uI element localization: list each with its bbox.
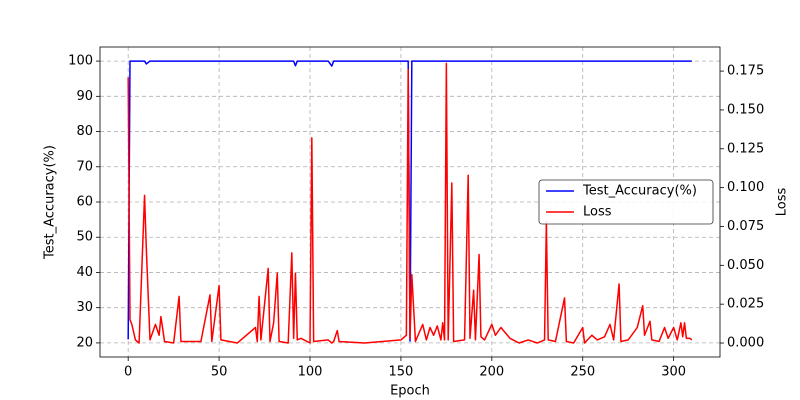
- y2-tick-label: 0.125: [727, 141, 764, 156]
- y-axis-label: Test_Accuracy(%): [43, 145, 58, 260]
- y-tick-label: 30: [76, 300, 93, 315]
- y-tick-label: 50: [76, 230, 93, 245]
- y2-tick-label: 0.050: [727, 258, 764, 273]
- y-tick-label: 60: [76, 195, 93, 210]
- y-tick-label: 20: [76, 335, 93, 350]
- y-tick-label: 40: [76, 265, 93, 280]
- y2-tick-label: 0.175: [727, 64, 764, 79]
- y2-axis-label: Loss: [775, 188, 790, 217]
- y-tick-label: 100: [68, 54, 93, 69]
- series-line: [127, 62, 693, 344]
- y-tick-label: 70: [76, 159, 93, 174]
- x-tick-label: 0: [124, 365, 132, 380]
- y2-tick-label: 0.075: [727, 219, 764, 234]
- y2-tick-label: 0.025: [727, 297, 764, 312]
- x-tick-label: 300: [661, 365, 686, 380]
- y-tick-label: 80: [76, 124, 93, 139]
- x-tick-label: 50: [211, 365, 228, 380]
- x-tick-label: 100: [298, 365, 323, 380]
- x-axis-label: Epoch: [390, 384, 430, 399]
- legend-label: Loss: [583, 205, 612, 220]
- y2-tick-label: 0.000: [727, 336, 764, 351]
- y-tick-label: 90: [76, 89, 93, 104]
- series-line: [127, 60, 692, 342]
- x-tick-label: 250: [570, 365, 595, 380]
- y2-tick-label: 0.100: [727, 180, 764, 195]
- legend-box: [538, 179, 714, 225]
- x-tick-label: 150: [388, 365, 413, 380]
- y2-tick-label: 0.150: [727, 102, 764, 117]
- x-tick-label: 200: [479, 365, 504, 380]
- legend-label: Test_Accuracy(%): [582, 184, 697, 199]
- plot-frame: [99, 46, 721, 358]
